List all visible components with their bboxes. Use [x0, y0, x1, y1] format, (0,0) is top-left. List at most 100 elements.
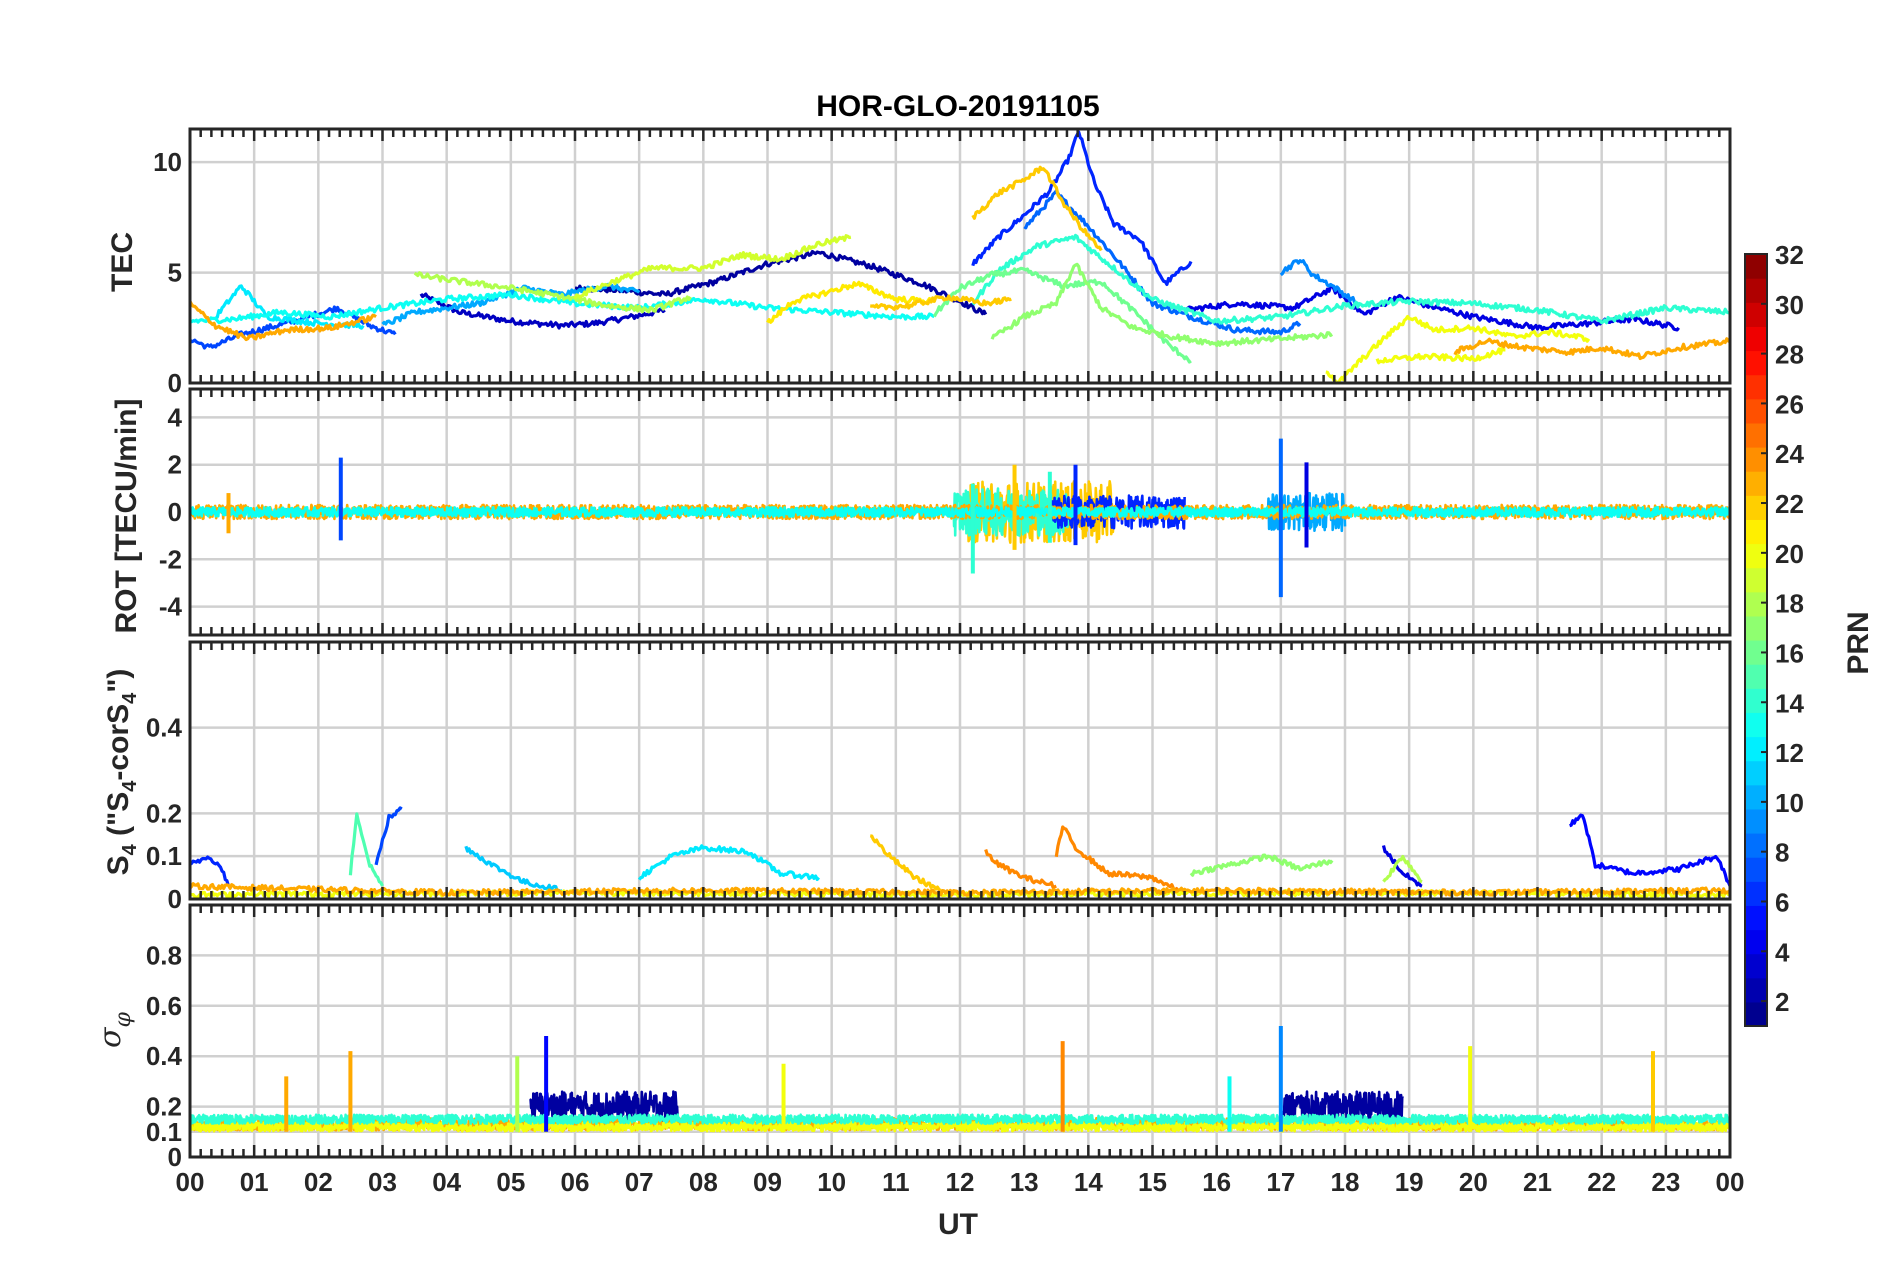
- x-tick-label: 00: [176, 1167, 205, 1197]
- rot-frame: [188, 387, 1732, 637]
- y-tick-label: 0.1: [146, 1117, 182, 1147]
- y-tick-label: -2: [159, 544, 182, 574]
- colorbar-swatch: [1745, 302, 1767, 327]
- colorbar-frame: [1744, 253, 1768, 1027]
- y-tick-label: 0: [168, 497, 182, 527]
- s4-panel: 0 0.1 0.2 0.4: [146, 640, 1732, 914]
- y-tick-label: 0: [168, 884, 182, 914]
- y-tick-label: 0.4: [146, 1041, 183, 1071]
- x-tick-label: 13: [1010, 1167, 1039, 1197]
- colorbar-tick-label: 32: [1775, 240, 1804, 270]
- colorbar-swatch: [1745, 447, 1767, 472]
- series-line-prn-17: [990, 262, 1334, 348]
- colorbar-tick-label: 6: [1775, 887, 1789, 917]
- y-tick-label: 0: [168, 368, 182, 398]
- y-tick-label: 2: [168, 450, 182, 480]
- series-line-prn-4: [1184, 283, 1680, 332]
- series-line-prn-6: [190, 855, 231, 887]
- x-tick-label: 03: [368, 1167, 397, 1197]
- x-tick-label: 20: [1459, 1167, 1488, 1197]
- series-line-prn-17: [1189, 853, 1334, 877]
- tec-panel: 0 5 10: [153, 127, 1732, 398]
- series-line-prn-13: [190, 291, 936, 325]
- colorbar-swatch: [1745, 374, 1767, 400]
- x-tick-label: 04: [432, 1167, 461, 1197]
- sigma-phi-axis-label: σφ: [93, 1011, 136, 1047]
- x-tick-label: 00: [1716, 1167, 1745, 1197]
- tec-axis-label: TEC: [106, 232, 139, 292]
- y-tick-label: 0.8: [146, 940, 182, 970]
- colorbar-swatch: [1745, 784, 1767, 810]
- x-tick-label: 12: [946, 1167, 975, 1197]
- y-tick-label: 5: [168, 258, 182, 288]
- colorbar-swatch: [1745, 278, 1767, 303]
- x-tick-label: 10: [817, 1167, 846, 1197]
- colorbar-swatch: [1745, 736, 1767, 762]
- series-line-prn-14: [971, 233, 1730, 325]
- colorbar-tick-label: 10: [1775, 788, 1804, 818]
- x-tick-label: 09: [753, 1167, 782, 1197]
- x-tick-label: 18: [1331, 1167, 1360, 1197]
- series-line-prn-23: [190, 300, 377, 342]
- x-tick-label: 23: [1651, 1167, 1680, 1197]
- series-line-prn-24: [984, 849, 1057, 889]
- colorbar-tick-label: 24: [1775, 439, 1804, 469]
- colorbar-swatch: [1745, 519, 1767, 545]
- colorbar-swatch: [1745, 808, 1767, 834]
- x-tick-label: 08: [689, 1167, 718, 1197]
- tec-frame: [188, 127, 1732, 385]
- series-line-prn-6: [971, 130, 1193, 286]
- x-tick-label: 22: [1587, 1167, 1616, 1197]
- s4-axis-label-text: S4 ("S4-corS4"): [102, 669, 141, 876]
- y-tick-label: 0.4: [146, 713, 183, 743]
- rot-data: [190, 438, 1730, 598]
- colorbar-swatch: [1745, 254, 1767, 279]
- series-line-prn-19: [573, 234, 852, 300]
- burst-prn-13: [190, 506, 1730, 518]
- series-line-prn-11: [464, 845, 564, 894]
- x-tick-label: 15: [1138, 1167, 1167, 1197]
- series-line-prn-22: [869, 834, 942, 892]
- colorbar-tick-label: 16: [1775, 638, 1804, 668]
- colorbar-swatch: [1745, 712, 1767, 738]
- series-line-prn-5: [1569, 813, 1730, 887]
- series-line-prn-22: [870, 294, 1012, 311]
- series-line-prn-3: [419, 292, 666, 330]
- x-tick-label: 14: [1074, 1167, 1103, 1197]
- sigma-phi-panel: 00.10.2 0.4 0.6 0.8: [146, 903, 1732, 1172]
- colorbar-swatch: [1745, 615, 1767, 641]
- x-tick-label: 06: [561, 1167, 590, 1197]
- x-tick-label: 19: [1395, 1167, 1424, 1197]
- colorbar-swatch: [1745, 640, 1767, 665]
- y-tick-label: 0.6: [146, 991, 182, 1021]
- colorbar-tick-label: 20: [1775, 539, 1804, 569]
- y-tick-label: 0.2: [146, 1092, 182, 1122]
- colorbar-swatch: [1745, 953, 1767, 979]
- series-line-prn-7: [374, 806, 403, 866]
- colorbar-swatch: [1745, 471, 1767, 496]
- colorbar-swatch: [1745, 495, 1767, 520]
- chart-title: HOR-GLO-20191105: [816, 90, 1099, 123]
- series-line-prn-20: [1325, 314, 1591, 383]
- s4-frame: [188, 640, 1732, 901]
- x-tick-label: 11: [882, 1167, 910, 1197]
- burst-prn-2: [1279, 1090, 1404, 1123]
- x-tick-labels: 00 01 02 03 04 05 06 07 08 09 10 11 12 13 14 15 16 17 18 19…: [176, 1167, 1745, 1197]
- colorbar-swatch: [1745, 881, 1767, 906]
- colorbar-tick-label: 28: [1775, 340, 1804, 370]
- x-tick-label: 02: [304, 1167, 333, 1197]
- x-tick-label: 05: [496, 1167, 525, 1197]
- series-line-prn-24: [1054, 825, 1180, 893]
- tec-data: [190, 130, 1730, 383]
- x-tick-label: 07: [625, 1167, 654, 1197]
- series-line-prn-20: [1375, 346, 1506, 365]
- colorbar-swatch: [1745, 422, 1767, 448]
- colorbar-tick-label: 8: [1775, 838, 1789, 868]
- series-line-prn-8: [1023, 189, 1302, 336]
- colorbar-swatch: [1745, 905, 1767, 931]
- colorbar-swatch: [1745, 857, 1767, 882]
- colorbar-swatch: [1745, 977, 1767, 1003]
- y-tick-label: 4: [168, 402, 183, 432]
- colorbar-swatch: [1745, 591, 1767, 617]
